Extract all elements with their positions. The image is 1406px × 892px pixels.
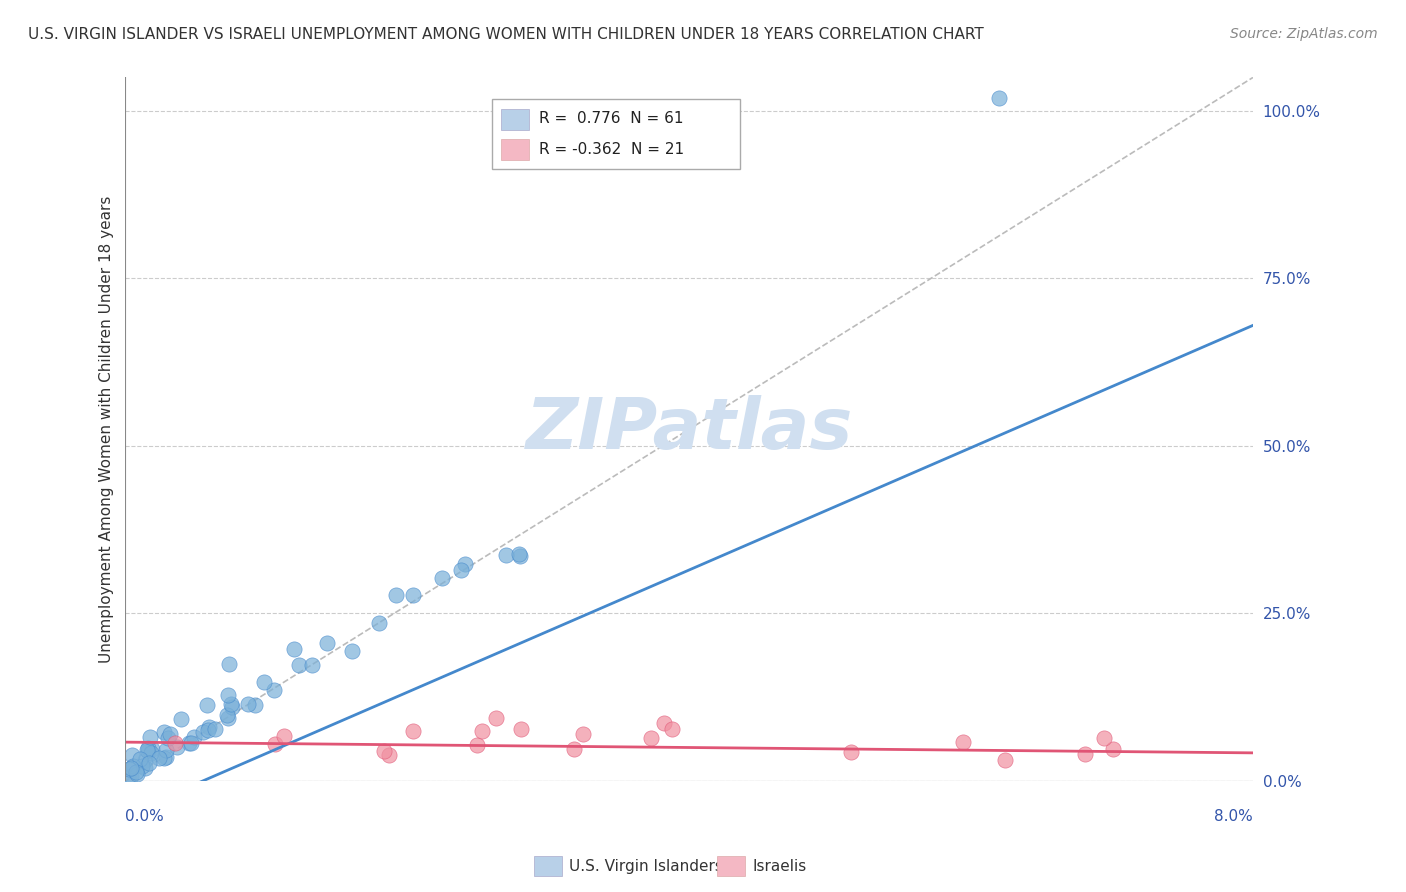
FancyBboxPatch shape — [501, 109, 529, 130]
Point — [131, 759, 153, 773]
Point — [163, 736, 186, 750]
Point — [217, 688, 239, 702]
Text: Israelis: Israelis — [752, 859, 807, 873]
Point — [217, 711, 239, 725]
Point — [988, 90, 1011, 104]
Point — [263, 683, 285, 698]
Point — [156, 731, 179, 745]
Point — [315, 636, 337, 650]
Point — [471, 723, 494, 738]
Point — [155, 749, 177, 764]
Point — [253, 675, 276, 690]
Point — [952, 735, 974, 749]
Text: U.S. Virgin Islanders: U.S. Virgin Islanders — [569, 859, 723, 873]
Point — [135, 743, 157, 757]
Point — [994, 754, 1017, 768]
Point — [125, 765, 148, 780]
Point — [134, 761, 156, 775]
Point — [117, 770, 139, 784]
Point — [402, 588, 425, 602]
Point — [148, 751, 170, 765]
Point — [180, 736, 202, 750]
Point — [125, 767, 148, 781]
Point — [661, 722, 683, 736]
Point — [139, 746, 162, 760]
Point — [509, 549, 531, 563]
Point — [385, 588, 408, 602]
Point — [495, 548, 517, 562]
Point — [219, 697, 242, 711]
Point — [508, 547, 530, 561]
Point — [485, 711, 508, 725]
Point — [1073, 747, 1095, 761]
Point — [122, 758, 145, 772]
Point — [121, 748, 143, 763]
Point — [378, 748, 401, 763]
Point — [166, 739, 188, 754]
Point — [841, 745, 863, 759]
Point — [218, 657, 240, 671]
Point — [139, 730, 162, 744]
Text: 8.0%: 8.0% — [1215, 809, 1253, 824]
Point — [138, 756, 160, 771]
FancyBboxPatch shape — [501, 139, 529, 161]
Text: 0.0%: 0.0% — [125, 809, 165, 824]
Point — [120, 769, 142, 783]
Point — [640, 731, 662, 745]
Text: R =  0.776  N = 61: R = 0.776 N = 61 — [540, 111, 683, 126]
Point — [1101, 741, 1123, 756]
Point — [136, 741, 159, 756]
Point — [204, 722, 226, 736]
Point — [430, 571, 453, 585]
FancyBboxPatch shape — [492, 98, 740, 169]
Text: U.S. VIRGIN ISLANDER VS ISRAELI UNEMPLOYMENT AMONG WOMEN WITH CHILDREN UNDER 18 : U.S. VIRGIN ISLANDER VS ISRAELI UNEMPLOY… — [28, 27, 984, 42]
Point — [198, 720, 221, 734]
Point — [245, 698, 267, 713]
Point — [654, 715, 676, 730]
Point — [368, 615, 391, 630]
Point — [1092, 731, 1115, 745]
Point — [170, 712, 193, 726]
Point — [301, 657, 323, 672]
Point — [141, 742, 163, 756]
Point — [401, 724, 423, 739]
Point — [263, 737, 285, 751]
Point — [159, 726, 181, 740]
Point — [373, 744, 395, 758]
Point — [197, 723, 219, 738]
Text: ZIPatlas: ZIPatlas — [526, 395, 853, 464]
Point — [134, 753, 156, 767]
Y-axis label: Unemployment Among Women with Children Under 18 years: Unemployment Among Women with Children U… — [100, 195, 114, 663]
Point — [454, 557, 477, 571]
Point — [273, 729, 295, 743]
Point — [118, 762, 141, 776]
Point — [191, 725, 214, 739]
Point — [342, 643, 364, 657]
Point — [510, 722, 533, 736]
Point — [195, 698, 218, 713]
Point — [153, 725, 176, 739]
Point — [129, 752, 152, 766]
Point — [155, 743, 177, 757]
Point — [120, 761, 142, 775]
Point — [215, 707, 238, 722]
Point — [465, 739, 488, 753]
Text: Source: ZipAtlas.com: Source: ZipAtlas.com — [1230, 27, 1378, 41]
Text: R = -0.362  N = 21: R = -0.362 N = 21 — [540, 142, 685, 157]
Point — [136, 743, 159, 757]
Point — [572, 727, 595, 741]
Point — [153, 751, 176, 765]
Point — [221, 700, 243, 714]
Point — [450, 563, 472, 577]
Point — [562, 742, 585, 756]
Point — [288, 657, 311, 672]
Point — [283, 642, 305, 657]
Point — [236, 697, 259, 711]
Point — [183, 730, 205, 744]
Point — [179, 736, 201, 750]
